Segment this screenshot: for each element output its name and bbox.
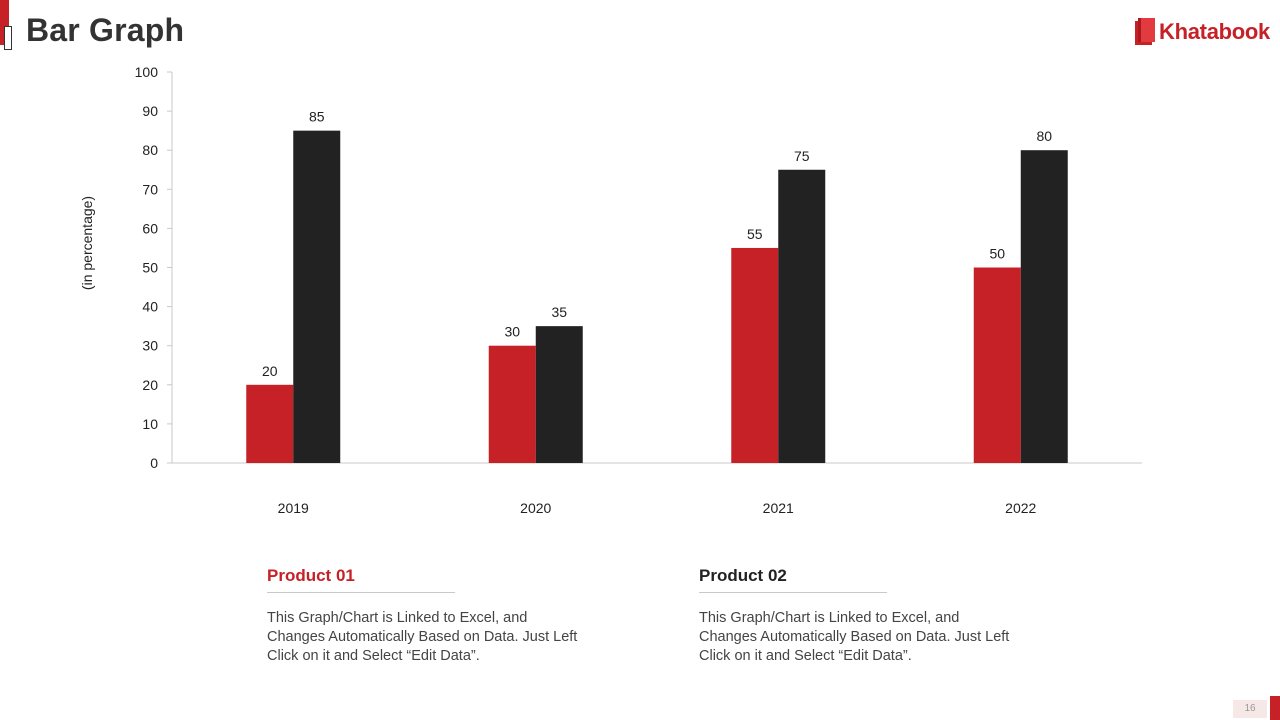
data-label: 50: [989, 246, 1005, 262]
data-label: 75: [794, 148, 810, 164]
title-accent-bar: [0, 0, 9, 45]
legend-title: Product 02: [699, 566, 787, 585]
data-label: 85: [309, 109, 325, 125]
bar: [778, 169, 826, 463]
y-tick-label: 70: [142, 181, 158, 197]
y-tick-label: 40: [142, 299, 158, 315]
x-tick-label: 2021: [763, 500, 794, 516]
data-label: 20: [262, 363, 278, 379]
bar: [973, 267, 1021, 463]
bar: [246, 384, 294, 463]
y-tick-label: 100: [135, 64, 159, 80]
y-tick-label: 20: [142, 377, 158, 393]
brand-name: Khatabook: [1159, 18, 1270, 44]
bar: [535, 326, 583, 463]
y-tick-label: 90: [142, 103, 158, 119]
x-tick-label: 2019: [278, 500, 309, 516]
legend-description: This Graph/Chart is Linked to Excel, and…: [699, 610, 1010, 664]
legend-product-02: Product 02 This Graph/Chart is Linked to…: [699, 566, 1019, 666]
x-tick-label: 2022: [1005, 500, 1036, 516]
data-label: 55: [747, 226, 763, 242]
data-label: 35: [551, 304, 567, 320]
legend-description: This Graph/Chart is Linked to Excel, and…: [267, 610, 578, 664]
legend-title: Product 01: [267, 566, 355, 585]
corner-accent-bar: [1270, 696, 1280, 720]
y-tick-label: 30: [142, 338, 158, 354]
page-title: Bar Graph: [26, 12, 185, 48]
x-tick-label: 2020: [520, 500, 551, 516]
y-tick-label: 50: [142, 260, 158, 276]
y-tick-label: 10: [142, 416, 158, 432]
bar: [293, 130, 341, 463]
bar: [1020, 150, 1068, 463]
bar: [731, 247, 779, 463]
y-tick-label: 80: [142, 142, 158, 158]
brand-logo: Khatabook: [1135, 18, 1270, 45]
data-label: 80: [1036, 128, 1052, 144]
bar-chart: 0 10 20 30 40 50 60 70 80 90 100 (in percentage) 201…: [79, 64, 1142, 516]
y-tick-label: 0: [150, 455, 158, 471]
legend-product-01: Product 01 This Graph/Chart is Linked to…: [267, 566, 587, 666]
legend-divider: [267, 592, 455, 593]
bar: [488, 345, 536, 463]
book-icon: [1135, 18, 1156, 45]
y-tick-label: 60: [142, 220, 158, 236]
page-number: 16: [1233, 700, 1267, 718]
text-cursor-marker: [4, 26, 12, 50]
data-label: 30: [504, 324, 520, 340]
y-axis-label: (in percentage): [79, 196, 95, 290]
legend-divider: [699, 592, 887, 593]
